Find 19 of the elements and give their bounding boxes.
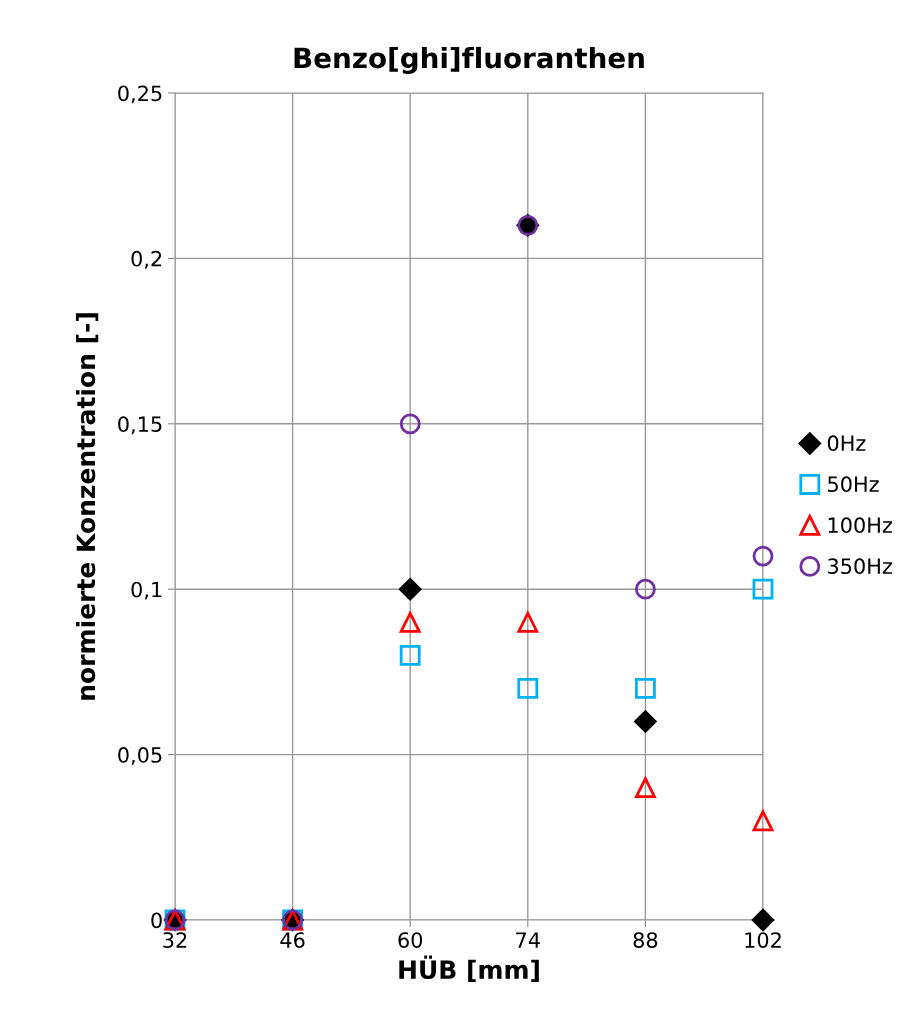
legend-label: 350Hz (828, 558, 892, 575)
y-tick-label: 0,15 (118, 416, 162, 435)
x-tick-label: 46 (280, 932, 305, 948)
legend-label: 0Hz (827, 435, 866, 452)
y-tick-label: 0,2 (131, 250, 162, 269)
y-tick-label: 0,25 (118, 85, 162, 104)
y-tick-label: 0 (151, 912, 162, 929)
legend-label: 50Hz (828, 476, 879, 493)
x-tick-label: 74 (516, 932, 540, 948)
x-tick-label: 60 (398, 932, 423, 948)
legend-label: 100Hz (828, 517, 892, 534)
chart-title: Benzo[ghi]fluoranthen (294, 46, 644, 74)
y-axis-title: normierte Konzentration [-] (75, 313, 99, 700)
x-tick-label: 32 (163, 932, 187, 948)
y-tick-label: 0,05 (118, 747, 162, 765)
x-tick-label: 102 (745, 932, 781, 948)
x-tick-label: 88 (633, 932, 658, 948)
x-axis-title: HÜB [mm] (399, 955, 539, 983)
y-tick-label: 0,1 (131, 581, 162, 600)
